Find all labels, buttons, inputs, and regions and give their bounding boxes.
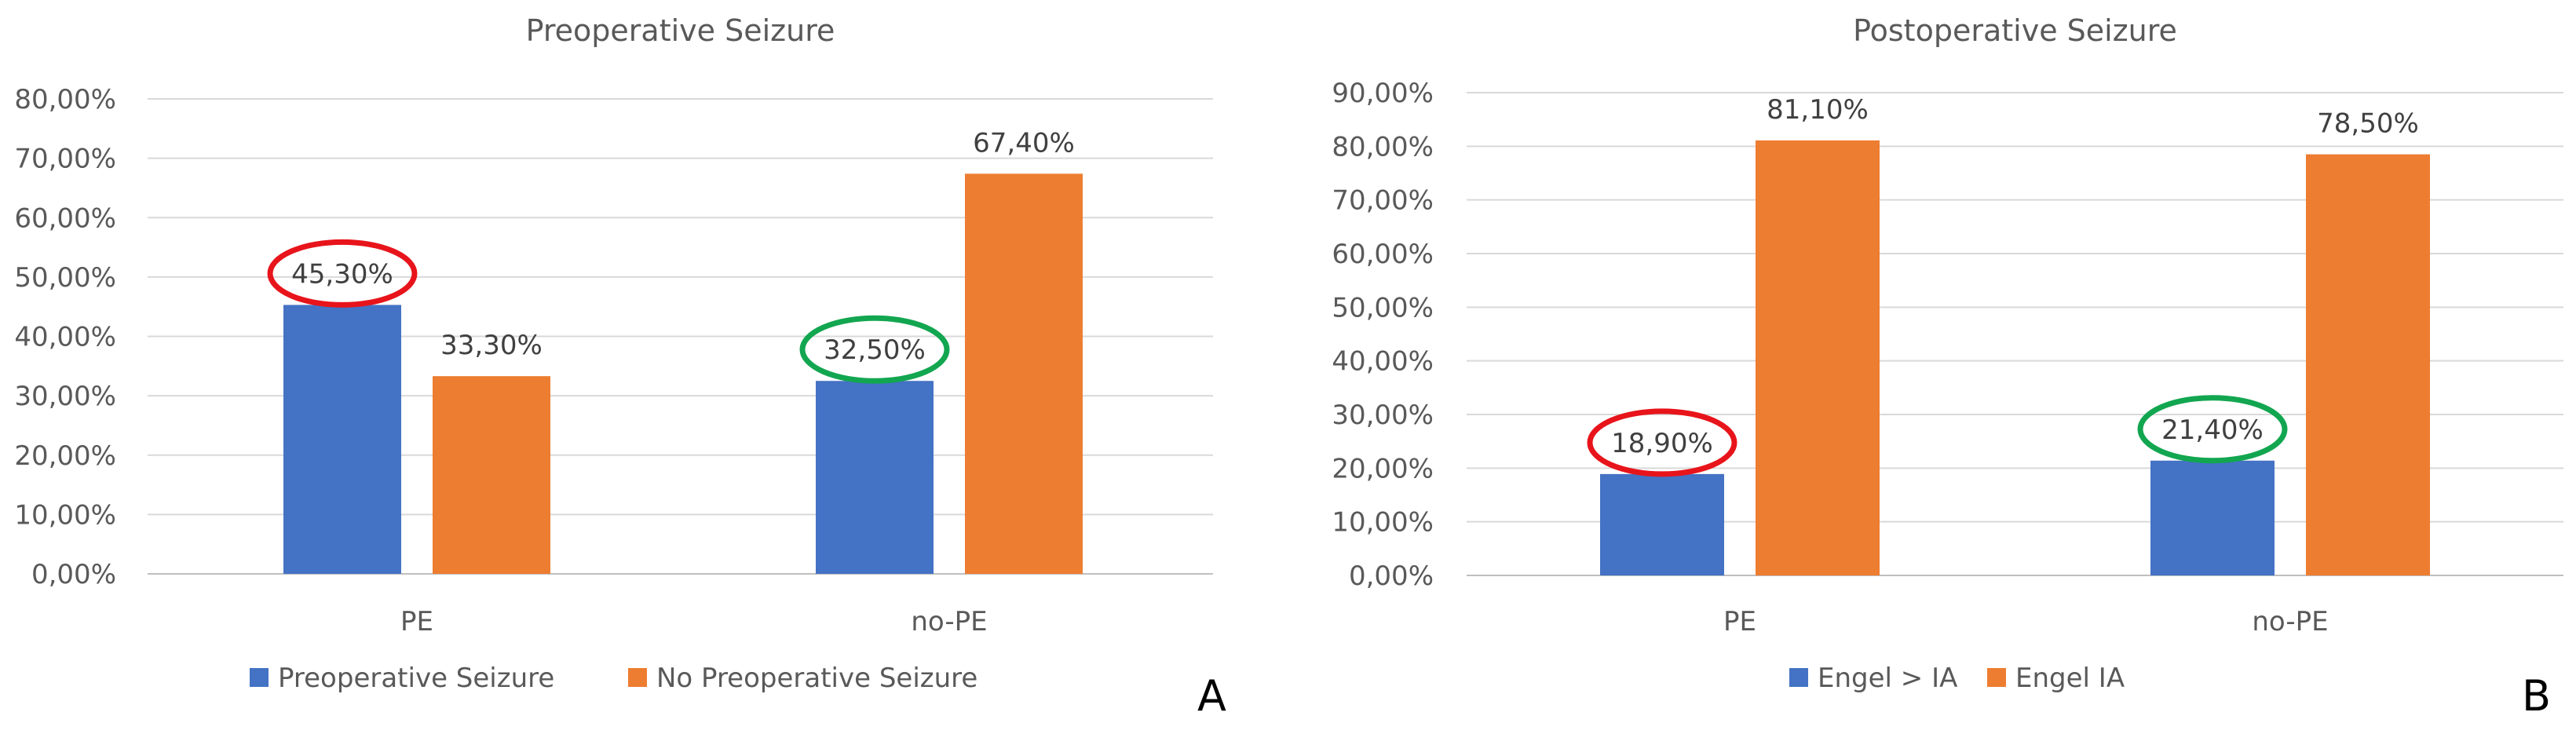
x-tick-label: no-PE — [2252, 606, 2328, 637]
bar-engel-ia-no-pe — [2150, 460, 2275, 575]
y-tick-label: 10,00% — [14, 499, 116, 531]
data-label: 81,10% — [1767, 94, 1869, 126]
y-tick-label: 0,00% — [31, 559, 116, 590]
data-label: 45,30% — [291, 258, 393, 290]
y-tick-label: 50,00% — [14, 262, 116, 294]
data-label: 21,40% — [2161, 414, 2264, 446]
y-tick-label: 70,00% — [1332, 185, 1434, 217]
legend-label: Engel > IA — [1818, 663, 1957, 694]
bar-no-preoperative-seizure-no-pe — [965, 173, 1083, 574]
y-tick-label: 40,00% — [1332, 346, 1434, 378]
data-label: 18,90% — [1611, 428, 1713, 459]
bar-engel-ia-pe — [1756, 140, 1880, 576]
data-label: 33,30% — [440, 330, 543, 361]
y-tick-label: 60,00% — [14, 203, 116, 234]
y-tick-label: 30,00% — [1332, 400, 1434, 431]
y-tick-label: 0,00% — [1349, 561, 1434, 592]
x-tick-label: PE — [1723, 606, 1756, 637]
chart-B: Postoperative Seizure 0,00% 10,00% 20,00% 30… — [1332, 13, 2563, 721]
y-tick-label: 70,00% — [14, 144, 116, 175]
y-tick-label: 80,00% — [14, 84, 116, 115]
highlight-ellipse — [2137, 395, 2288, 464]
legend-label: Preoperative Seizure — [278, 663, 554, 694]
y-tick-label: 90,00% — [1332, 78, 1434, 109]
bar-preoperative-seizure-pe — [283, 305, 401, 574]
y-tick-label: 80,00% — [1332, 131, 1434, 163]
x-tick-label: PE — [400, 606, 433, 637]
chart-title: Postoperative Seizure — [1853, 13, 2177, 48]
chart-A: Preoperative Seizure 0,00% 10,00% 20,00% 30,… — [14, 13, 1226, 721]
highlight-ellipse — [1587, 408, 1737, 477]
bar-engel-ia-pe — [1600, 473, 1724, 575]
data-label: 78,50% — [2317, 108, 2419, 140]
legend-swatch — [628, 668, 647, 687]
x-tick-label: no-PE — [911, 606, 987, 637]
panel-label: B — [2522, 671, 2551, 721]
legend-label: Engel IA — [2015, 663, 2125, 694]
legend-swatch — [1987, 668, 2006, 687]
chart-title: Preoperative Seizure — [526, 13, 835, 48]
y-tick-label: 20,00% — [14, 440, 116, 472]
y-tick-label: 60,00% — [1332, 239, 1434, 270]
y-tick-label: 10,00% — [1332, 507, 1434, 539]
highlight-ellipse — [267, 239, 418, 308]
legend-label: No Preoperative Seizure — [656, 663, 977, 694]
highlight-ellipse — [799, 315, 950, 384]
bar-no-preoperative-seizure-pe — [433, 376, 550, 574]
y-tick-label: 20,00% — [1332, 453, 1434, 484]
data-label: 32,50% — [824, 334, 926, 366]
y-tick-label: 40,00% — [14, 322, 116, 353]
y-tick-label: 50,00% — [1332, 292, 1434, 323]
data-label: 67,40% — [973, 127, 1075, 159]
bar-engel-ia-no-pe — [2306, 154, 2430, 576]
panel-label: A — [1197, 671, 1226, 721]
bar-preoperative-seizure-no-pe — [816, 381, 934, 574]
legend-swatch — [1789, 668, 1808, 687]
legend-swatch — [250, 668, 269, 687]
y-tick-label: 30,00% — [14, 381, 116, 412]
